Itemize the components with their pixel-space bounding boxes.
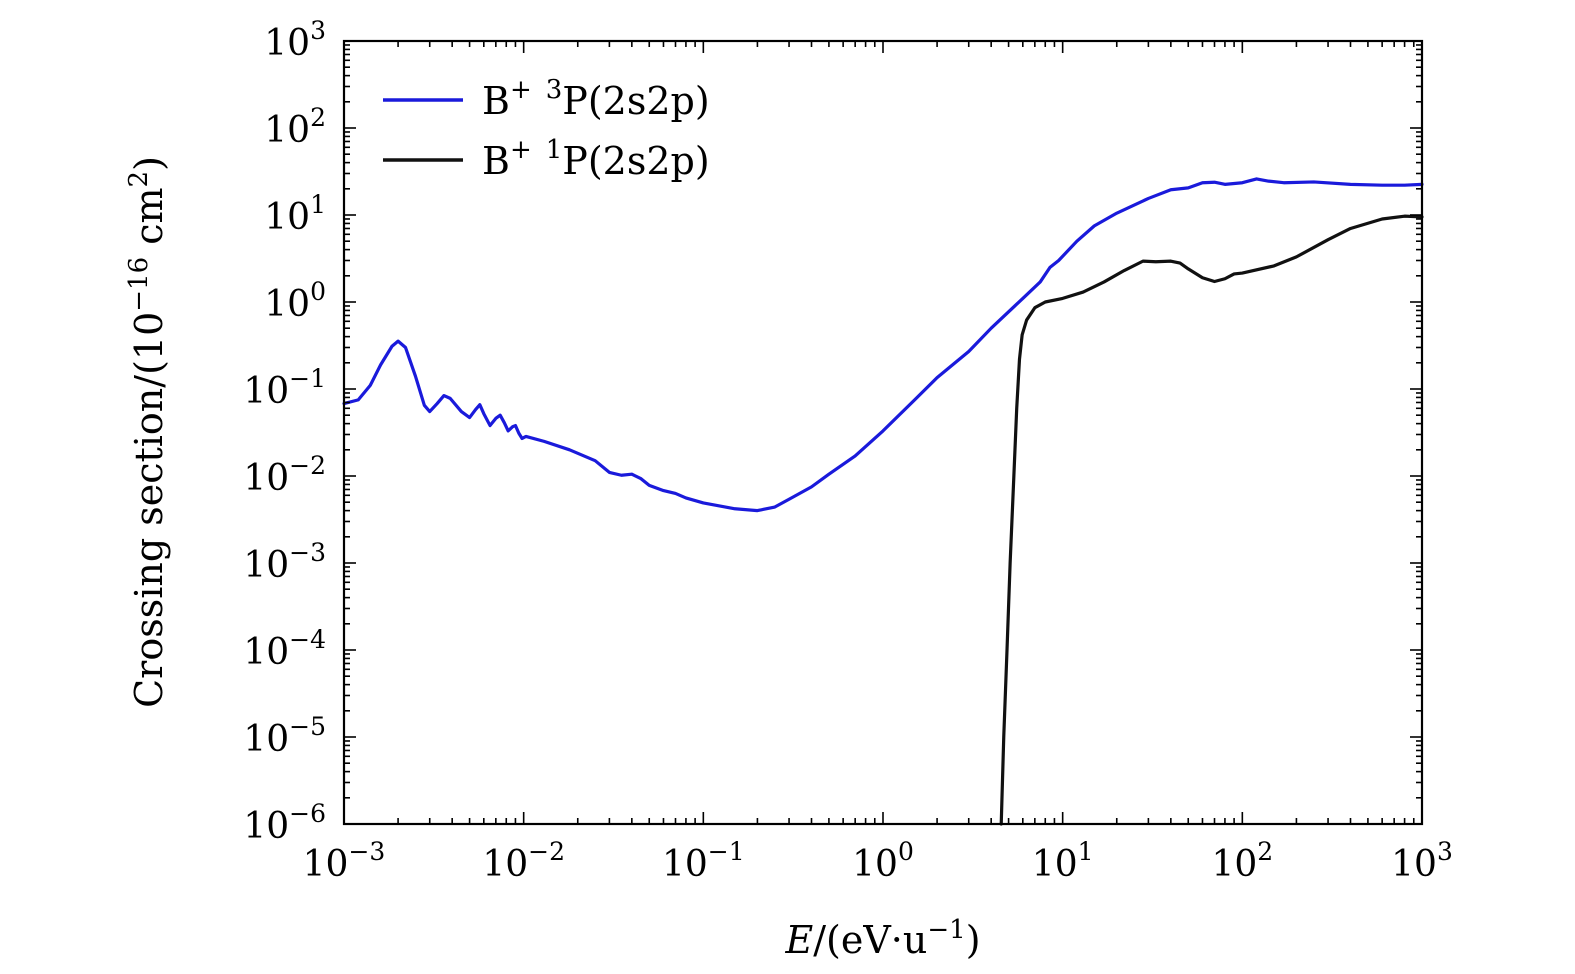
series-line-0	[342, 177, 1424, 513]
x-tick-label: 101	[1032, 837, 1094, 885]
x-tick-label: 10−2	[482, 837, 565, 885]
legend: B+ 3P(2s2p) B+ 1P(2s2p)	[383, 75, 710, 183]
x-axis-label: E/(eV·u−1)	[784, 915, 980, 962]
y-tick-label: 10−5	[243, 712, 326, 760]
plot-frame	[342, 39, 1424, 826]
legend-label-b-plus-3p: B+ 3P(2s2p)	[482, 75, 710, 123]
y-tick-label: 103	[264, 16, 326, 64]
legend-label-b-plus-1p: B+ 1P(2s2p)	[482, 135, 710, 183]
y-tick-label: 100	[264, 277, 326, 325]
y-axis-label: Crossing section/(10−16 cm2)	[124, 156, 171, 708]
x-tick-label: 10−1	[662, 837, 745, 885]
y-tick-label: 10−1	[243, 364, 326, 412]
x-tick-label: 100	[852, 837, 914, 885]
x-tick-labels: 10−3 10−2 10−1 100 101 102 103	[303, 837, 1453, 885]
y-tick-label: 10−2	[243, 451, 326, 499]
y-tick-label: 10−3	[243, 538, 326, 586]
y-tick-labels: 10−6 10−5 10−4 10−3 10−2 10−1 100 101 102 103	[243, 16, 326, 847]
y-tick-label: 102	[264, 103, 326, 151]
y-tick-label: 10−4	[243, 625, 326, 673]
y-tick-label: 10−6	[243, 799, 326, 847]
y-tick-label: 101	[264, 190, 326, 238]
x-tick-label: 103	[1391, 837, 1453, 885]
series-line-1	[999, 214, 1424, 826]
x-tick-label: 102	[1211, 837, 1273, 885]
series-layer	[342, 177, 1424, 826]
x-tick-label: 10−3	[303, 837, 386, 885]
